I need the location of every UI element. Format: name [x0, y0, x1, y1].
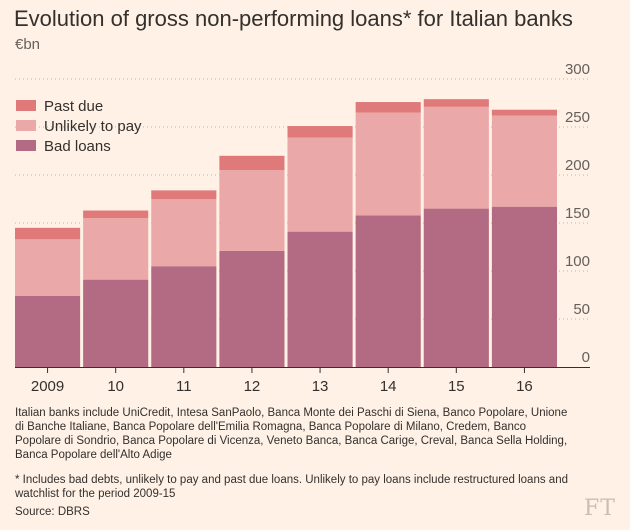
bar-unlikely-to-pay-10 [83, 218, 149, 280]
bar-unlikely-to-pay-2009 [15, 239, 81, 296]
ft-logo: FT [584, 496, 616, 521]
legend-label-bad-loans: Bad loans [44, 138, 111, 155]
legend-swatch-past-due [16, 100, 36, 111]
x-tick-label-16: 16 [516, 378, 533, 395]
x-axis-ticks: 2009 10 11 12 13 14 15 16 [31, 378, 533, 395]
legend-swatch-bad-loans [16, 140, 36, 151]
chart-subtitle: €bn [15, 36, 41, 53]
legend-label-unlikely-to-pay: Unlikely to pay [44, 118, 142, 135]
bar-bad-loans-14 [355, 215, 421, 367]
bar-past-due-11 [151, 190, 217, 199]
y-tick-label-50: 50 [573, 301, 590, 318]
legend-swatch-unlikely-to-pay [16, 120, 36, 131]
footnote: * Includes bad debts, unlikely to pay an… [15, 474, 568, 500]
bar-unlikely-to-pay-16 [491, 115, 557, 207]
bar-past-due-13 [287, 126, 353, 138]
bar-bad-loans-11 [151, 266, 217, 367]
x-tick-label-15: 15 [448, 378, 465, 395]
legend: Past due Unlikely to pay Bad loans [16, 98, 142, 155]
x-tick-label-14: 14 [380, 378, 397, 395]
source-note: Source: DBRS [15, 506, 90, 518]
bar-past-due-12 [219, 155, 285, 171]
bar-bad-loans-16 [491, 206, 557, 367]
bar-past-due-14 [355, 102, 421, 113]
legend-label-past-due: Past due [44, 98, 103, 115]
grid-lines [15, 78, 590, 373]
y-tick-label-250: 250 [565, 109, 590, 126]
x-tick-label-2009: 2009 [31, 378, 64, 395]
y-tick-label-0: 0 [582, 349, 590, 366]
bar-bad-loans-12 [219, 250, 285, 367]
bars [15, 99, 557, 367]
bar-bad-loans-13 [287, 231, 353, 367]
bar-unlikely-to-pay-13 [287, 137, 353, 232]
x-tick-label-13: 13 [312, 378, 329, 395]
y-tick-label-100: 100 [565, 253, 590, 270]
bar-past-due-15 [423, 99, 489, 107]
banks-note: Italian banks include UniCredit, Intesa … [15, 407, 568, 461]
y-tick-label-300: 300 [565, 61, 590, 78]
bar-past-due-16 [491, 109, 557, 116]
bar-bad-loans-2009 [15, 295, 81, 367]
chart-title: Evolution of gross non-performing loans*… [14, 6, 573, 31]
stacked-bar-chart: 0 50 100 150 200 250 300 2009 10 11 12 13 14 15 16 Pa… [15, 61, 590, 395]
bar-unlikely-to-pay-15 [423, 106, 489, 209]
bar-unlikely-to-pay-12 [219, 170, 285, 251]
bar-past-due-2009 [15, 227, 81, 240]
x-tick-label-12: 12 [244, 378, 261, 395]
bar-bad-loans-10 [83, 279, 149, 367]
bar-past-due-10 [83, 210, 149, 219]
bar-bad-loans-15 [423, 208, 489, 367]
x-tick-label-10: 10 [107, 378, 124, 395]
x-tick-label-11: 11 [176, 378, 192, 395]
bar-unlikely-to-pay-14 [355, 112, 421, 216]
y-tick-label-200: 200 [565, 157, 590, 174]
bar-unlikely-to-pay-11 [151, 199, 217, 267]
y-tick-label-150: 150 [565, 205, 590, 222]
y-axis-ticks: 0 50 100 150 200 250 300 [565, 61, 590, 366]
